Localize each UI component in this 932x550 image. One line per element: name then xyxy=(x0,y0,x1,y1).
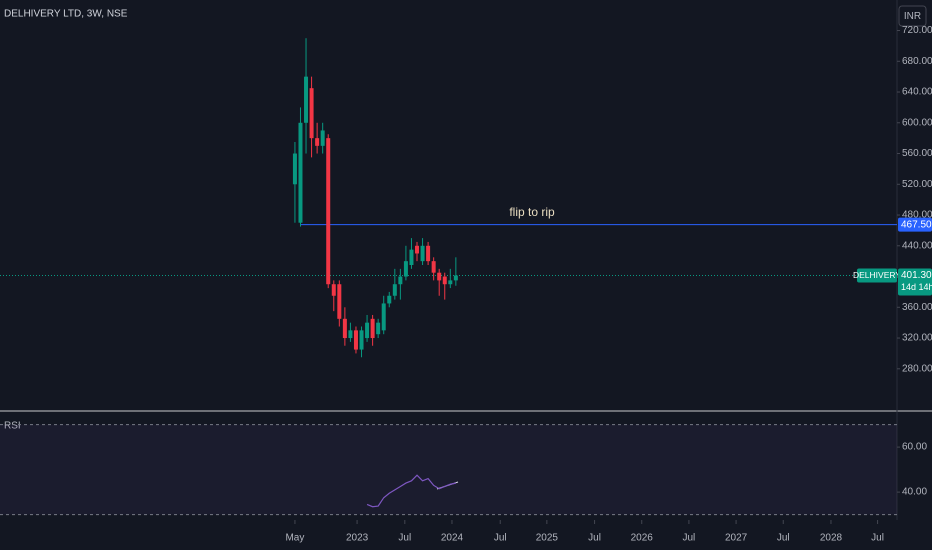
line-price-tag xyxy=(898,217,932,232)
candle-body xyxy=(420,245,425,262)
candle-body xyxy=(409,249,414,266)
candle-body xyxy=(309,88,314,139)
y-tick-label: 360.00 xyxy=(902,302,932,313)
y-tick-label: 320.00 xyxy=(902,333,932,344)
y-tick-label: 520.00 xyxy=(902,179,932,190)
symbol-tag xyxy=(857,268,897,283)
x-tick-label: May xyxy=(285,533,304,544)
x-tick-label: Jul xyxy=(588,533,601,544)
currency-label[interactable]: INR xyxy=(904,11,921,22)
candle-body xyxy=(442,276,447,285)
candle-body xyxy=(315,138,320,146)
chart-title: DELHIVERY LTD, 3W, NSE xyxy=(4,9,128,20)
candle-body xyxy=(331,284,336,296)
y-tick-label: 480.00 xyxy=(902,210,932,221)
candle-body xyxy=(337,284,342,319)
x-tick-label: Jul xyxy=(398,533,411,544)
y-tick-label: 720.00 xyxy=(902,25,932,36)
candle-body xyxy=(326,138,331,285)
candle-body xyxy=(376,322,381,335)
x-tick-label: Jul xyxy=(871,533,884,544)
y-tick-label: 280.00 xyxy=(902,363,932,374)
candle-body xyxy=(437,272,442,281)
indicator-name: RSI xyxy=(4,421,21,432)
candle-body xyxy=(359,330,364,350)
candle-body xyxy=(403,261,408,277)
candle-body xyxy=(387,295,392,304)
x-tick-label: 2024 xyxy=(441,533,464,544)
line-price-label: 467.50 xyxy=(901,219,932,230)
candle-body xyxy=(370,318,375,339)
last-price-tag xyxy=(898,268,932,296)
rsi-tick-label: 60.00 xyxy=(902,442,927,453)
candle-body xyxy=(320,130,325,146)
line-annotation: flip to rip xyxy=(509,205,555,219)
candle-body xyxy=(353,330,358,350)
candle-body xyxy=(304,76,309,123)
y-tick-label: 560.00 xyxy=(902,148,932,159)
candle-body xyxy=(448,280,453,285)
candle-body xyxy=(292,153,297,185)
candle-body xyxy=(342,318,347,339)
candle-body xyxy=(431,261,436,273)
y-tick-label: 440.00 xyxy=(902,240,932,251)
candle-body xyxy=(426,245,431,262)
x-tick-label: 2027 xyxy=(725,533,748,544)
candle-body xyxy=(298,122,303,223)
rsi-band xyxy=(0,424,897,515)
x-tick-label: 2023 xyxy=(346,533,369,544)
rsi-tick-label: 40.00 xyxy=(902,487,927,498)
y-tick-label: 600.00 xyxy=(902,117,932,128)
candle-body xyxy=(392,284,397,296)
last-price-label: 401.30 xyxy=(901,270,932,281)
candle-body xyxy=(415,245,420,254)
candle-body xyxy=(381,303,386,331)
x-tick-label: 2025 xyxy=(536,533,559,544)
x-tick-label: Jul xyxy=(494,533,507,544)
rsi-line xyxy=(366,474,456,508)
countdown-label: 14d 14h xyxy=(901,282,932,292)
y-tick-label: 640.00 xyxy=(902,87,932,98)
candle-body xyxy=(365,322,370,339)
y-tick-label: 680.00 xyxy=(902,56,932,67)
x-tick-label: Jul xyxy=(683,533,696,544)
candle-body xyxy=(348,330,353,339)
x-tick-label: 2028 xyxy=(820,533,843,544)
currency-button[interactable] xyxy=(898,5,927,27)
candle-body xyxy=(398,276,403,285)
x-tick-label: Jul xyxy=(777,533,790,544)
symbol-label: DELHIVERY xyxy=(853,270,901,280)
candle-body xyxy=(453,275,458,281)
x-tick-label: 2026 xyxy=(631,533,654,544)
